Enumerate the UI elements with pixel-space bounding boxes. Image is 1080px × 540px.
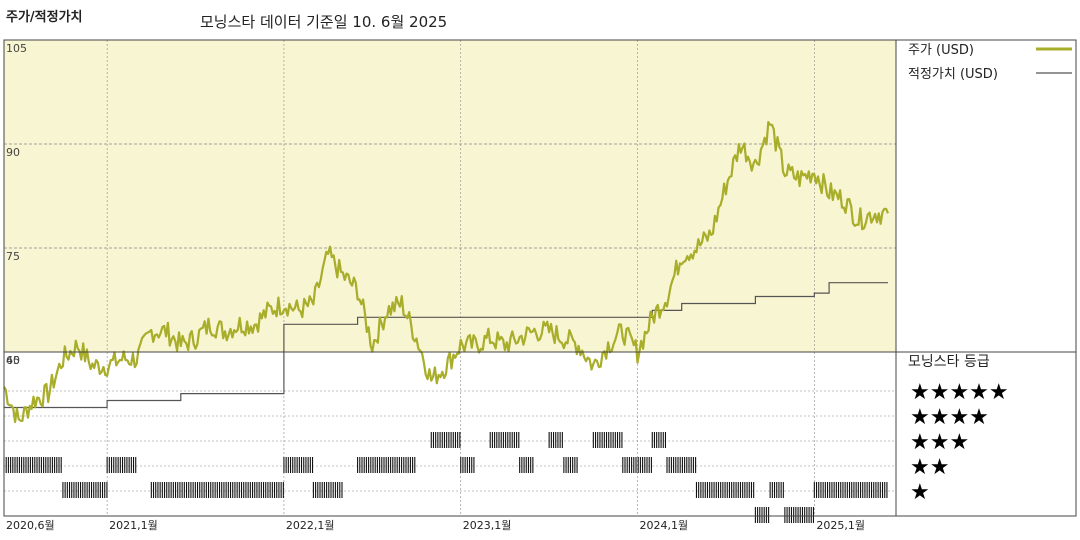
chart-title: 주가/적정가치: [6, 10, 83, 25]
legend: 주가 (USD) 적정가치 (USD): [908, 43, 1072, 82]
y-tick-label: 90: [6, 146, 20, 159]
y-tick-label: 75: [6, 250, 20, 263]
x-tick-label: 2024,1월: [640, 519, 689, 532]
legend-price-label: 주가 (USD): [908, 43, 974, 58]
rating-segment: [784, 507, 815, 523]
rating-panel: 모닝스타 등급 ★★★★★ ★★★★ ★★★ ★★ ★: [908, 354, 1009, 505]
rating-segment: [106, 457, 137, 473]
x-tick-labels: 2020,6월 2021,1월 2022,1월 2023,1월 2024,1월 2025,…: [6, 519, 865, 532]
star-row-4: ★★★★: [910, 405, 989, 430]
rating-segment: [666, 457, 697, 473]
rating-grid-lines: [4, 390, 896, 492]
rating-segment: [357, 457, 416, 473]
rating-segment: [695, 482, 755, 498]
x-tick-label: 2025,1월: [816, 519, 865, 532]
rating-panel-title: 모닝스타 등급: [908, 354, 990, 370]
star-row-2: ★★: [910, 455, 949, 480]
legend-fair-label: 적정가치 (USD): [908, 67, 998, 82]
y-tick-label: 45: [6, 354, 20, 367]
rating-segment: [312, 482, 343, 498]
x-tick-label: 2023,1월: [463, 519, 512, 532]
chart-frame: [3, 39, 1077, 517]
y-tick-label: 60: [6, 354, 20, 367]
rating-segment: [3, 457, 62, 473]
rating-segment: [592, 432, 623, 448]
rating-segment: [769, 482, 784, 498]
rating-segment: [283, 457, 314, 473]
star-row-5: ★★★★★: [910, 380, 1009, 405]
x-tick-label: 2022,1월: [286, 519, 335, 532]
rating-segment: [430, 432, 461, 448]
price-plot-background: [4, 40, 896, 352]
star-row-1: ★: [910, 480, 930, 505]
series-layer: [3, 120, 890, 424]
rating-segment: [519, 457, 534, 473]
rating-segment: [754, 507, 770, 523]
rating-segment: [563, 457, 578, 473]
rating-segment: [622, 457, 652, 473]
rating-segment: [813, 482, 888, 498]
rating-segment: [460, 457, 475, 473]
x-tick-label: 2020,6월: [6, 519, 55, 532]
star-row-3: ★★★: [910, 430, 969, 455]
price-line: [3, 120, 890, 424]
rating-segment: [489, 432, 520, 448]
y-tick-label: 105: [6, 42, 27, 55]
rating-segment: [548, 432, 563, 448]
x-tick-label: 2021,1월: [109, 519, 158, 532]
rating-bars: [3, 432, 888, 523]
outer-border: [3, 39, 1077, 517]
rating-segment: [62, 482, 108, 498]
rating-segment: [150, 482, 284, 498]
rating-segment: [651, 432, 667, 448]
chart-subtitle: 모닝스타 데이터 기준일 10. 6월 2025: [200, 13, 448, 31]
